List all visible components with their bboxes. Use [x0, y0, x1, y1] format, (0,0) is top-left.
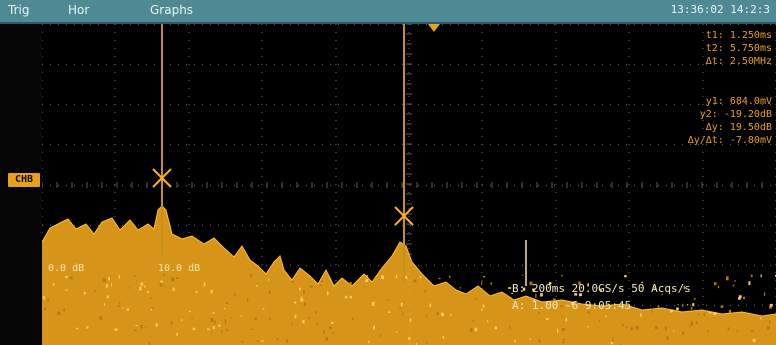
cursor-readout-dy: Δy: 19.50dB: [705, 122, 772, 133]
cursor-marker-2: [394, 206, 414, 226]
trigger-marker: [428, 24, 440, 32]
reference-level-marker[interactable]: CHB: [8, 173, 40, 187]
cursor-marker-1: [152, 168, 172, 188]
cursor-readout-y1: y1: 684.0mV: [705, 96, 772, 107]
acquisition-status: B: 200ms 20.0GS/s 50 Acqs/s: [512, 282, 691, 295]
menu-bar: Trig Hor Graphs 13:36:02 14:2:3: [0, 0, 776, 24]
cursor-readout-dy-dt: Δy/Δt: -7.80mV: [687, 135, 772, 146]
clock-readout: 13:36:02 14:2:3: [670, 3, 770, 16]
menu-hor[interactable]: Hor: [68, 3, 90, 17]
grid: [42, 24, 776, 345]
cursor-readout-dt: Δt: 2.50MHz: [705, 56, 772, 67]
cursor-readout-t1: t1: 1.250ms: [705, 30, 772, 41]
cursor-readout-t2: t2: 5.750ms: [705, 43, 772, 54]
menu-graphs[interactable]: Graphs: [150, 3, 194, 17]
menu-trig[interactable]: Trig: [8, 3, 30, 17]
spectrum-display[interactable]: [42, 24, 776, 345]
channel-tag-2: 10.0 dB: [158, 263, 201, 274]
noise-floor-speckle: [43, 274, 776, 345]
spectrum-trace: [42, 206, 776, 345]
acquisition-status-2: A: 1.00 -6 9:05:45: [512, 299, 632, 312]
channel-tag-1: 0.0 dB: [48, 263, 85, 274]
cursor-readout-y2: y2: -19.20dB: [699, 109, 772, 120]
